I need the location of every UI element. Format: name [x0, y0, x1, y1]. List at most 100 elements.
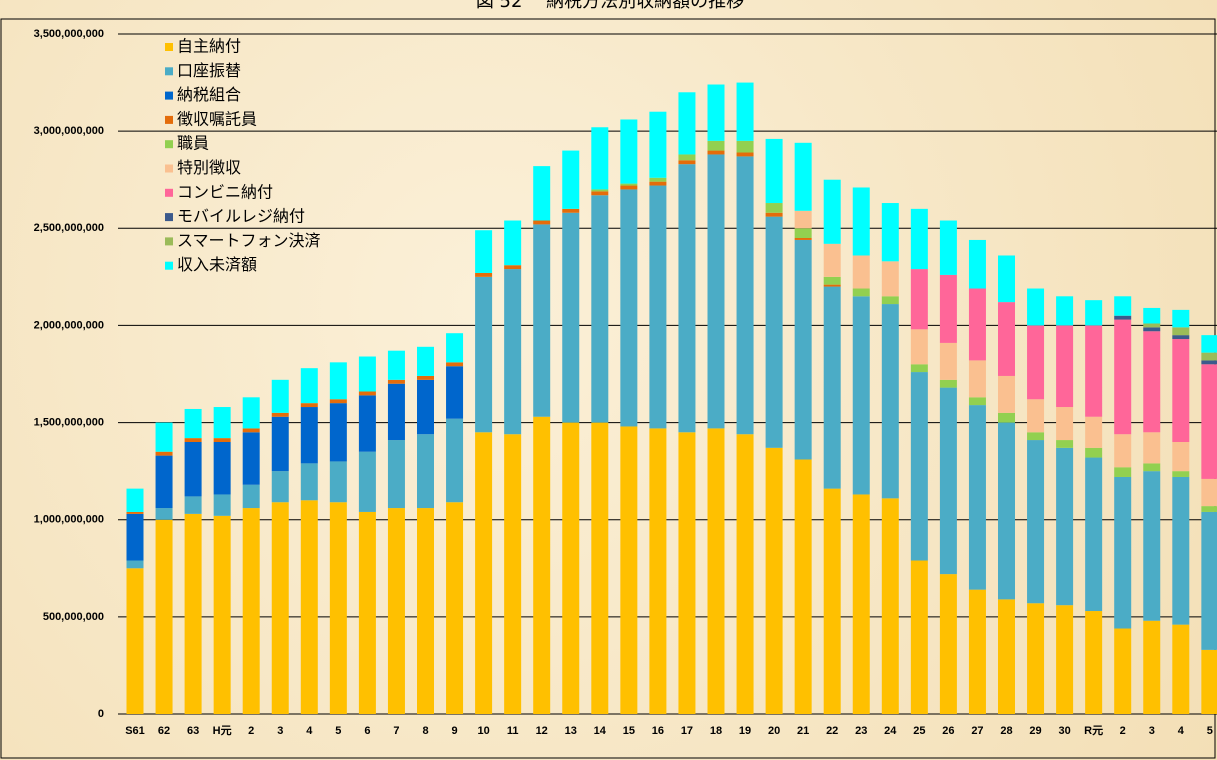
bar-segment: [649, 181, 667, 186]
bar-segment: [155, 508, 173, 520]
bar-segment: [1056, 407, 1074, 441]
bar-segment: [1172, 442, 1190, 472]
y-tick-label: 1,500,000,000: [34, 416, 104, 428]
legend-label: モバイルレジ納付: [177, 207, 305, 226]
bar-segment: [852, 187, 870, 256]
bar-segment: [1143, 620, 1161, 714]
x-tick-label: 20: [768, 725, 780, 737]
bar-segment: [417, 508, 434, 714]
bar-segment: [300, 368, 318, 404]
bar-segment: [968, 589, 986, 714]
bar-segment: [1114, 467, 1132, 477]
bar-segment: [358, 395, 376, 452]
bar-segment: [1085, 447, 1103, 458]
bar-segment: [446, 418, 464, 503]
bar-segment: [939, 387, 957, 575]
bar-segment: [823, 179, 841, 244]
x-tick-label: 5: [1207, 725, 1213, 737]
bar-segment: [678, 432, 696, 714]
x-tick-label: R元: [1084, 724, 1103, 737]
bar-segment: [765, 203, 783, 213]
bar-segment: [998, 255, 1015, 303]
bar-segment: [184, 408, 202, 439]
bar-segment: [620, 119, 638, 184]
x-tick-label: 21: [797, 725, 809, 737]
bar-segment: [533, 166, 551, 221]
x-tick-label: 11: [507, 725, 519, 737]
bar-segment: [765, 212, 783, 217]
y-tick-label: 500,000,000: [43, 611, 104, 623]
bar-segment: [562, 208, 580, 213]
y-tick-label: 0: [98, 708, 104, 720]
x-tick-label: 12: [536, 725, 548, 737]
bar-segment: [1056, 605, 1074, 714]
bar-segment: [1056, 296, 1074, 326]
bar-segment: [446, 502, 464, 714]
bar-segment: [1085, 416, 1103, 448]
bar-segment: [1143, 323, 1161, 328]
bar-segment: [126, 560, 144, 569]
bar-segment: [184, 442, 202, 497]
bar-segment: [1201, 352, 1217, 361]
legend-swatch: [165, 188, 173, 197]
legend-swatch: [165, 43, 173, 51]
bar-segment: [387, 383, 405, 441]
bar-segment: [562, 422, 580, 714]
bar-segment: [184, 438, 202, 442]
bar-segment: [271, 412, 289, 417]
bar-segment: [1143, 471, 1161, 621]
bar-segment: [1143, 463, 1161, 472]
bar-segment: [446, 366, 464, 419]
bar-segment: [852, 255, 870, 289]
bar-segment: [881, 296, 899, 305]
bar-segment: [852, 288, 870, 297]
bar-segment: [1027, 603, 1045, 714]
bar-segment: [707, 150, 725, 155]
x-tick-label: 15: [623, 725, 635, 737]
legend-swatch: [165, 91, 173, 100]
bar-segment: [794, 238, 812, 240]
bar-segment: [707, 84, 725, 141]
bar-segment: [1201, 649, 1217, 714]
bar-segment: [881, 498, 899, 714]
bar-segment: [881, 203, 899, 262]
bar-segment: [329, 362, 347, 400]
bar-segment: [1085, 325, 1103, 417]
bar-segment: [939, 274, 957, 343]
bar-segment: [736, 434, 754, 714]
x-tick-label: 28: [1000, 725, 1012, 737]
legend-label: 職員: [177, 134, 209, 153]
x-tick-label: 4: [306, 725, 313, 737]
bar-segment: [649, 177, 667, 182]
bar-segment: [736, 82, 754, 141]
x-tick-label: 6: [364, 725, 370, 737]
chart-title: 図 52 納税方法別収納額の推移: [476, 0, 744, 12]
bar-segment: [736, 156, 754, 435]
bar-segment: [1027, 432, 1045, 441]
bar-segment: [1114, 476, 1132, 629]
x-tick-label: 23: [855, 725, 867, 737]
bar-segment: [649, 185, 667, 429]
bar-segment: [620, 183, 638, 186]
bar-segment: [736, 152, 754, 157]
bar-segment: [998, 412, 1015, 423]
bar-segment: [126, 513, 144, 561]
x-tick-label: 8: [422, 725, 428, 737]
x-tick-label: 9: [451, 725, 457, 737]
x-tick-label: 14: [594, 725, 607, 737]
bar-segment: [1114, 628, 1132, 714]
x-tick-label: 13: [565, 725, 577, 737]
bar-segment: [1056, 440, 1074, 448]
bar-segment: [1114, 434, 1132, 468]
x-tick-label: 2: [1120, 725, 1126, 737]
x-tick-label: 27: [971, 725, 983, 737]
bar-segment: [852, 296, 870, 495]
x-tick-label: 2: [248, 725, 254, 737]
bar-segment: [213, 515, 231, 714]
y-tick-label: 3,500,000,000: [34, 28, 104, 40]
bar-segment: [1172, 471, 1190, 477]
bar-segment: [446, 362, 464, 367]
bar-segment: [678, 92, 696, 155]
bar-segment: [910, 372, 928, 561]
bar-segment: [939, 342, 957, 380]
